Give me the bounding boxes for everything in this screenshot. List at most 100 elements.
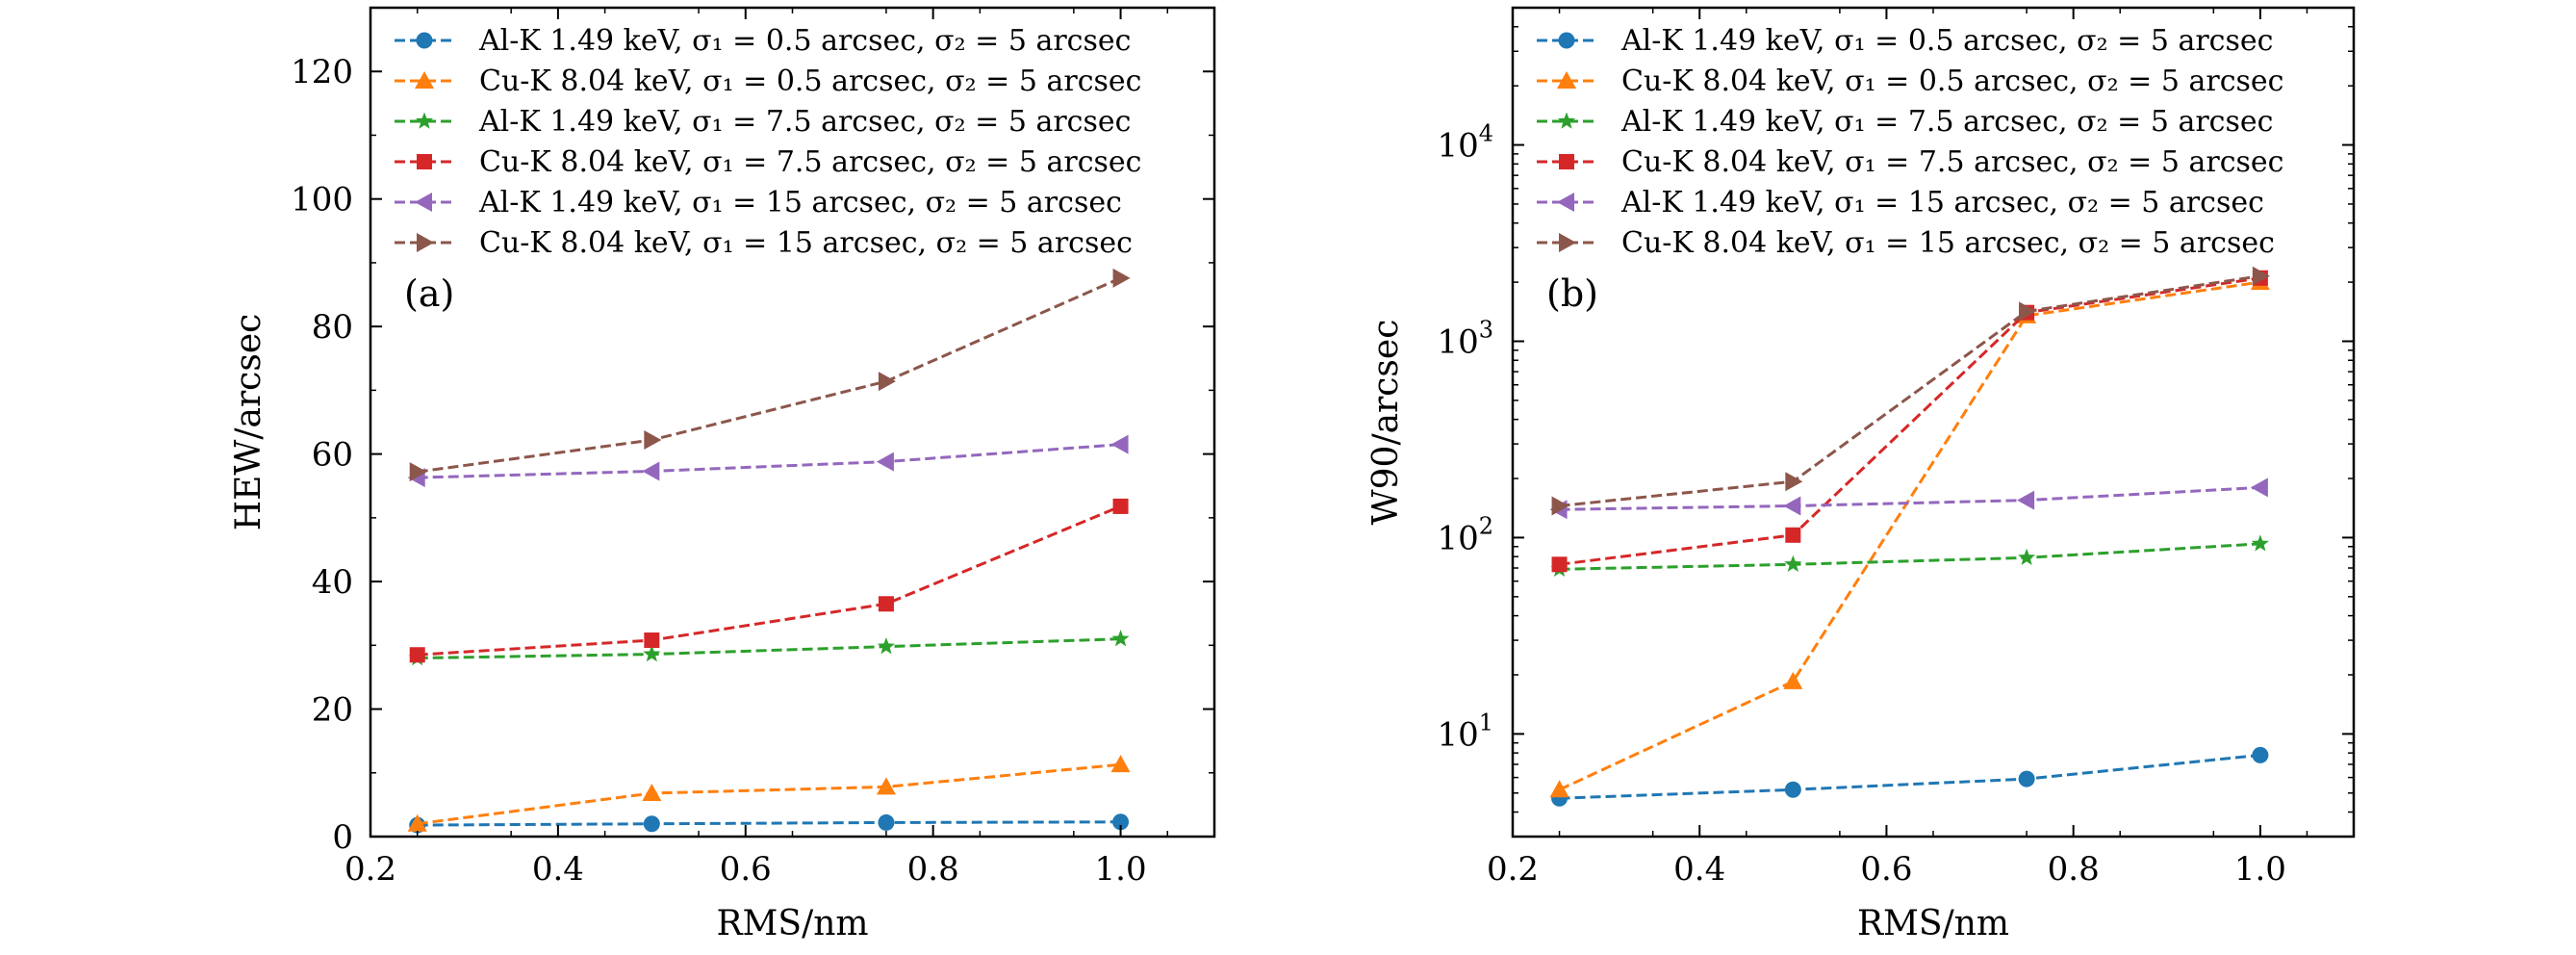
data-point <box>643 815 660 833</box>
series-4 <box>1551 270 2268 573</box>
series-line <box>417 820 1121 827</box>
data-point <box>1110 755 1131 773</box>
legend-label: Cu-K 8.04 keV, σ₁ = 0.5 arcsec, σ₂ = 5 a… <box>479 65 1141 98</box>
x-tick-label: 0.8 <box>907 850 959 889</box>
series-line <box>417 637 1121 660</box>
x-tick-label: 0.6 <box>1860 850 1912 889</box>
x-tick-label: 1.0 <box>1095 850 1147 889</box>
data-point <box>2252 746 2269 763</box>
x-tick-label: 0.4 <box>532 850 584 889</box>
series-5 <box>407 434 1129 488</box>
y-tick-base: 10 <box>1437 715 1478 754</box>
series-line <box>1559 485 2260 511</box>
legend-label: Al-K 1.49 keV, σ₁ = 7.5 arcsec, σ₂ = 5 a… <box>478 105 1131 139</box>
y-tick-exponent: 3 <box>1479 316 1493 343</box>
data-point <box>2251 534 2269 552</box>
legend-label: Cu-K 8.04 keV, σ₁ = 0.5 arcsec, σ₂ = 5 a… <box>1621 65 2283 98</box>
data-point <box>2017 490 2035 510</box>
data-point <box>1112 498 1129 514</box>
data-point <box>1110 434 1129 454</box>
series-2 <box>407 755 1131 832</box>
series-1 <box>409 813 1130 834</box>
data-point <box>1551 556 1568 573</box>
panel-label: (a) <box>404 272 454 315</box>
legend-marker <box>415 71 434 89</box>
data-point <box>1112 813 1130 831</box>
legend-marker <box>1557 71 1576 89</box>
legend-entry: Al-K 1.49 keV, σ₁ = 7.5 arcsec, σ₂ = 5 a… <box>1537 105 2273 139</box>
data-point <box>1785 472 1803 492</box>
legend-entry: Cu-K 8.04 keV, σ₁ = 0.5 arcsec, σ₂ = 5 a… <box>395 65 1141 98</box>
x-tick-label: 0.4 <box>1673 850 1725 889</box>
y-tick-label: 20 <box>312 691 353 730</box>
y-tick-base: 10 <box>1437 323 1478 361</box>
series-line <box>1559 753 2261 800</box>
y-tick-label: 101 <box>1437 709 1493 754</box>
y-tick-label: 40 <box>312 563 353 602</box>
legend: Al-K 1.49 keV, σ₁ = 0.5 arcsec, σ₂ = 5 a… <box>1537 24 2283 260</box>
legend-entry: Cu-K 8.04 keV, σ₁ = 15 arcsec, σ₂ = 5 ar… <box>1537 226 2275 260</box>
x-tick-label: 1.0 <box>2234 850 2286 889</box>
x-tick-label: 0.2 <box>1487 850 1539 889</box>
series-1 <box>1551 746 2269 807</box>
legend-label: Cu-K 8.04 keV, σ₁ = 15 arcsec, σ₂ = 5 ar… <box>1621 226 2275 260</box>
series-6 <box>1551 266 2270 516</box>
legend-marker <box>415 193 432 212</box>
x-tick-label: 0.2 <box>344 850 396 889</box>
data-point <box>409 647 425 663</box>
y-tick-label: 104 <box>1437 120 1493 166</box>
y-tick-label: 103 <box>1437 316 1493 361</box>
data-point <box>1783 671 1803 689</box>
data-point <box>409 462 427 482</box>
series-line <box>417 504 1122 657</box>
series-3 <box>1550 534 2269 577</box>
y-tick-label: 100 <box>291 181 353 219</box>
x-tick-label: 0.6 <box>720 850 772 889</box>
y-axis-label: W90/arcsec <box>1366 320 1406 526</box>
data-point <box>1112 268 1131 288</box>
panel-label: (b) <box>1546 272 1598 315</box>
y-tick-base: 10 <box>1437 127 1478 166</box>
y-tick-label: 120 <box>291 53 353 91</box>
legend-marker <box>1559 233 1576 252</box>
data-point <box>877 637 895 655</box>
data-point <box>876 452 894 472</box>
legend-entry: Cu-K 8.04 keV, σ₁ = 15 arcsec, σ₂ = 5 ar… <box>395 226 1133 260</box>
data-point <box>876 777 896 795</box>
y-tick-label: 80 <box>312 308 353 347</box>
data-point <box>878 596 894 612</box>
data-point <box>1783 496 1801 516</box>
x-tick-label: 0.8 <box>2048 850 2100 889</box>
data-point <box>407 813 427 832</box>
legend-entry: Al-K 1.49 keV, σ₁ = 7.5 arcsec, σ₂ = 5 a… <box>395 105 1131 139</box>
data-point <box>643 645 661 662</box>
data-point <box>2252 266 2270 286</box>
y-tick-label: 60 <box>312 436 353 475</box>
data-point <box>878 372 896 392</box>
data-point <box>2250 478 2268 498</box>
legend-marker <box>1559 154 1574 169</box>
data-point <box>642 461 660 481</box>
x-axis-label: RMS/nm <box>716 904 868 943</box>
legend-entry: Al-K 1.49 keV, σ₁ = 15 arcsec, σ₂ = 5 ar… <box>395 186 1122 219</box>
data-point <box>1549 780 1569 798</box>
series-5 <box>1549 478 2268 520</box>
data-point <box>1111 630 1130 647</box>
legend-entry: Al-K 1.49 keV, σ₁ = 0.5 arcsec, σ₂ = 5 a… <box>1537 24 2273 58</box>
legend: Al-K 1.49 keV, σ₁ = 0.5 arcsec, σ₂ = 5 a… <box>395 24 1141 260</box>
series-2 <box>1549 272 2270 798</box>
data-point <box>644 632 660 649</box>
legend-marker <box>417 233 434 252</box>
y-tick-base: 10 <box>1437 519 1478 557</box>
legend-label: Al-K 1.49 keV, σ₁ = 0.5 arcsec, σ₂ = 5 a… <box>478 24 1131 58</box>
legend-label: Cu-K 8.04 keV, σ₁ = 7.5 arcsec, σ₂ = 5 a… <box>479 145 1141 179</box>
data-point <box>2018 770 2035 787</box>
y-tick-exponent: 1 <box>1479 709 1493 736</box>
y-tick-exponent: 4 <box>1479 120 1493 147</box>
series-line <box>1559 276 2261 566</box>
chart-panel-a: 0.2 0.4 0.6 0.8 1.0 0 20 40 60 80 100 120 RMS/nm HEW/… <box>229 6 1216 943</box>
y-tick-exponent: 2 <box>1479 512 1493 539</box>
x-axis-label: RMS/nm <box>1857 904 2009 943</box>
